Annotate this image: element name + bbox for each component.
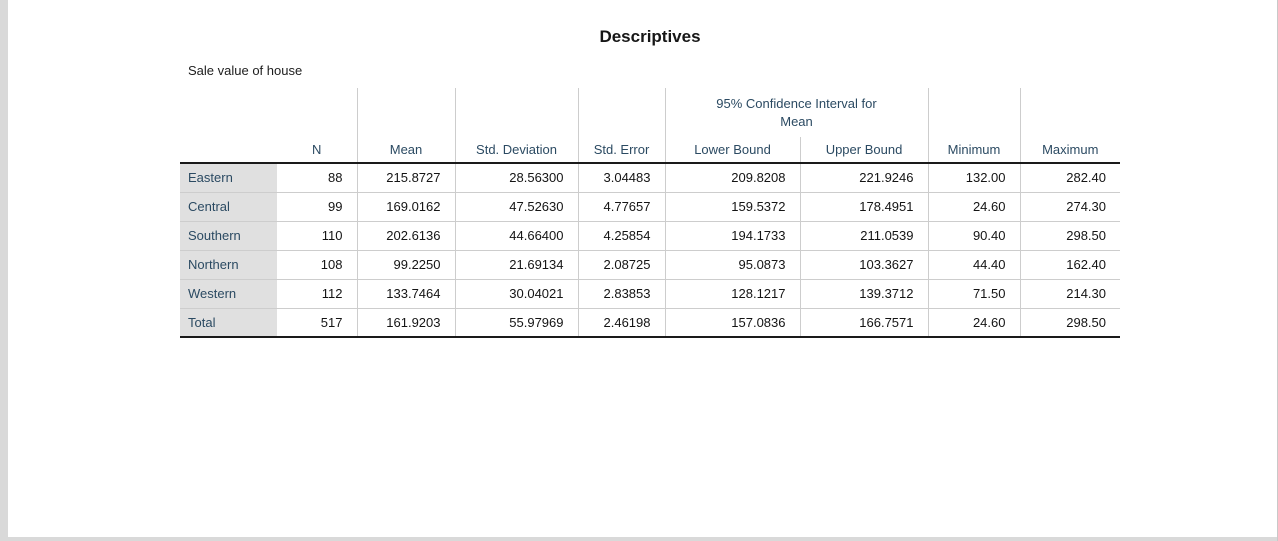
header-spacer-minimum [928,88,1021,137]
cell-mean: 161.9203 [357,308,456,338]
cell-mean: 202.6136 [357,221,456,251]
table-row-total: Total 517 161.9203 55.97969 2.46198 157.… [180,308,1120,338]
row-label: Total [180,308,277,338]
page-edge-bottom [0,537,1278,541]
cell-n: 88 [277,163,358,193]
cell-std-error: 4.25854 [578,221,666,251]
cell-minimum: 44.40 [928,250,1021,280]
column-header-std-deviation: Std. Deviation [455,137,579,164]
column-header-mean: Mean [357,137,456,164]
cell-std-deviation: 47.52630 [455,192,579,222]
cell-lower-bound: 209.8208 [665,163,801,193]
cell-lower-bound: 157.0836 [665,308,801,338]
cell-std-error: 2.08725 [578,250,666,280]
cell-minimum: 24.60 [928,192,1021,222]
cell-std-error: 2.46198 [578,308,666,338]
cell-std-deviation: 44.66400 [455,221,579,251]
cell-n: 110 [277,221,358,251]
cell-upper-bound: 211.0539 [800,221,929,251]
page-edge-left [0,0,8,541]
cell-lower-bound: 159.5372 [665,192,801,222]
cell-std-deviation: 30.04021 [455,279,579,309]
stub-header [180,137,277,164]
column-header-n: N [277,137,358,164]
row-label: Eastern [180,163,277,193]
cell-upper-bound: 166.7571 [800,308,929,338]
header-spacer-std-error [578,88,666,137]
table-row-eastern: Eastern 88 215.8727 28.56300 3.04483 209… [180,163,1120,193]
cell-lower-bound: 194.1733 [665,221,801,251]
column-header-minimum: Minimum [928,137,1021,164]
table-row-southern: Southern 110 202.6136 44.66400 4.25854 1… [180,221,1120,251]
table-caption: Sale value of house [188,63,303,78]
ci-group-header: 95% Confidence Interval for Mean [665,88,929,137]
cell-n: 112 [277,279,358,309]
cell-upper-bound: 221.9246 [800,163,929,193]
cell-maximum: 282.40 [1020,163,1120,193]
cell-upper-bound: 103.3627 [800,250,929,280]
header-spacer-mean [357,88,456,137]
header-spacer-stub [180,88,277,137]
cell-std-deviation: 55.97969 [455,308,579,338]
cell-upper-bound: 139.3712 [800,279,929,309]
column-header-row: N Mean Std. Deviation Std. Error Lower B… [180,137,1120,164]
cell-upper-bound: 178.4951 [800,192,929,222]
output-title: Descriptives [599,27,701,46]
cell-std-error: 4.77657 [578,192,666,222]
column-header-upper-bound: Upper Bound [800,137,929,164]
cell-maximum: 274.30 [1020,192,1120,222]
row-label: Southern [180,221,277,251]
row-label: Western [180,279,277,309]
cell-minimum: 90.40 [928,221,1021,251]
cell-lower-bound: 95.0873 [665,250,801,280]
cell-minimum: 71.50 [928,279,1021,309]
cell-mean: 215.8727 [357,163,456,193]
header-spacer-std-deviation [455,88,579,137]
cell-maximum: 214.30 [1020,279,1120,309]
cell-maximum: 298.50 [1020,221,1120,251]
cell-maximum: 298.50 [1020,308,1120,338]
cell-n: 108 [277,250,358,280]
column-header-std-error: Std. Error [578,137,666,164]
column-header-lower-bound: Lower Bound [665,137,801,164]
cell-minimum: 24.60 [928,308,1021,338]
cell-mean: 169.0162 [357,192,456,222]
descriptives-table[interactable]: 95% Confidence Interval for Mean N Mean … [180,88,1120,338]
row-label: Central [180,192,277,222]
header-spacer-n [277,88,358,137]
cell-mean: 99.2250 [357,250,456,280]
cell-n: 99 [277,192,358,222]
cell-n: 517 [277,308,358,338]
cell-lower-bound: 128.1217 [665,279,801,309]
cell-maximum: 162.40 [1020,250,1120,280]
table-row-western: Western 112 133.7464 30.04021 2.83853 12… [180,279,1120,309]
group-header-row: 95% Confidence Interval for Mean [180,88,1120,137]
cell-std-deviation: 21.69134 [455,250,579,280]
cell-std-error: 2.83853 [578,279,666,309]
cell-minimum: 132.00 [928,163,1021,193]
table-row-central: Central 99 169.0162 47.52630 4.77657 159… [180,192,1120,222]
cell-mean: 133.7464 [357,279,456,309]
ci-group-header-label: 95% Confidence Interval for Mean [716,95,877,129]
cell-std-deviation: 28.56300 [455,163,579,193]
table-row-northern: Northern 108 99.2250 21.69134 2.08725 95… [180,250,1120,280]
row-label: Northern [180,250,277,280]
cell-std-error: 3.04483 [578,163,666,193]
header-spacer-maximum [1020,88,1120,137]
column-header-maximum: Maximum [1020,137,1120,164]
